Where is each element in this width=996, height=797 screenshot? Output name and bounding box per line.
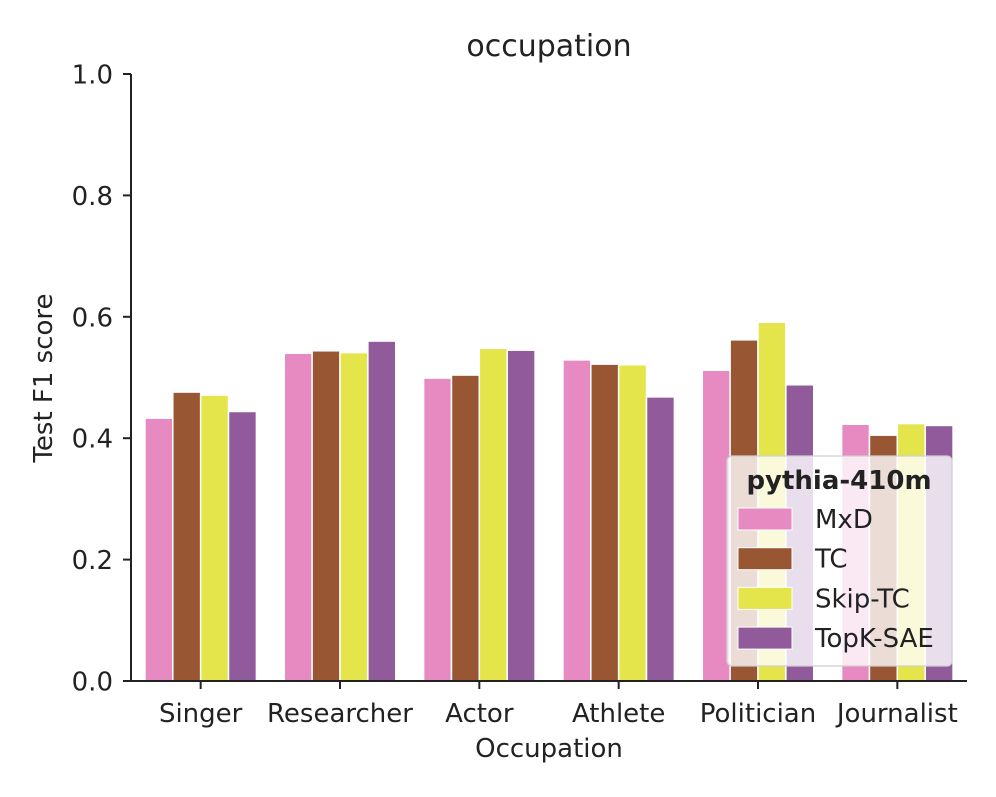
bar-topk-sae-athlete (645, 396, 676, 682)
y-axis-label: Test F1 score (29, 293, 59, 463)
chart-title: occupation (466, 29, 631, 64)
legend-swatch-tc (737, 547, 793, 571)
bar-mxd-singer (144, 417, 174, 682)
bar-topk-sae-researcher (367, 340, 397, 682)
x-tick-label-journalist: Journalist (835, 699, 958, 729)
x-axis: Singer Researcher Actor Athlete Politician Jo… (131, 680, 967, 729)
bar-topk-sae-singer (227, 410, 258, 682)
y-tick-label: 0.6 (72, 303, 113, 333)
y-tick-label: 0.2 (72, 546, 113, 576)
legend-swatch-topk-sae (737, 626, 793, 650)
x-tick-label-athlete: Athlete (572, 699, 665, 729)
legend-label-tc: TC (814, 545, 848, 575)
x-tick-label-singer: Singer (159, 699, 243, 729)
y-tick-label: 0.0 (72, 668, 113, 698)
x-tick-label-researcher: Researcher (267, 699, 413, 729)
legend-entries: MxD TC Skip-TC TopK-SAE (737, 505, 934, 654)
y-tick-label: 0.8 (72, 182, 113, 212)
bar-mxd-athlete (562, 359, 592, 682)
bar-tc-actor (450, 374, 481, 682)
x-tick-label-politician: Politician (700, 699, 816, 729)
bar-tc-researcher (311, 350, 341, 682)
bar-skip-tc-researcher (339, 351, 369, 682)
legend: pythia-410m MxD TC Skip-TC TopK-SAE (726, 455, 953, 667)
y-axis: 0.0 0.2 0.4 0.6 0.8 1.0 (72, 61, 132, 698)
bar-mxd-researcher (283, 352, 313, 682)
legend-label-topk-sae: TopK-SAE (814, 624, 934, 654)
x-axis-label: Occupation (475, 734, 623, 764)
bar-mxd-actor (422, 377, 453, 682)
y-tick-label: 0.4 (72, 425, 113, 455)
bar-topk-sae-actor (506, 349, 536, 682)
bar-mxd-politician (701, 369, 731, 682)
bar-skip-tc-athlete (617, 364, 648, 682)
legend-title: pythia-410m (746, 466, 931, 496)
legend-label-skip-tc: Skip-TC (815, 584, 910, 614)
bar-skip-tc-singer (199, 394, 230, 682)
bar-tc-athlete (590, 363, 620, 682)
legend-label-mxd: MxD (815, 505, 873, 535)
x-tick-label-actor: Actor (445, 699, 514, 729)
y-tick-label: 1.0 (72, 61, 113, 91)
bar-tc-singer (172, 391, 202, 682)
legend-swatch-mxd (737, 507, 793, 531)
bar-skip-tc-actor (478, 347, 508, 682)
legend-swatch-skip-tc (737, 586, 793, 610)
